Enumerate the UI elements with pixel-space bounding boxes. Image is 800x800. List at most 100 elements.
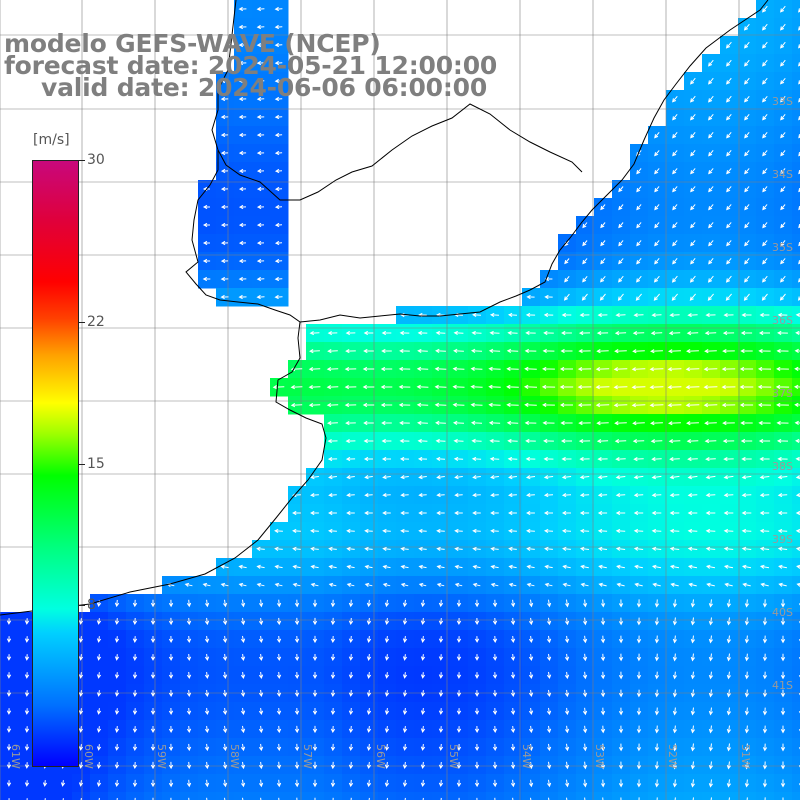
wind-arrow [633, 475, 644, 480]
wind-arrow [690, 257, 696, 265]
wind-arrow [238, 204, 247, 210]
wind-arrow [310, 475, 319, 480]
wind-arrow [6, 762, 12, 769]
wind-arrow [656, 797, 658, 800]
wind-arrow [241, 779, 246, 788]
wind-arrow [672, 186, 678, 193]
wind-arrow [762, 635, 768, 644]
wind-arrow [474, 690, 480, 697]
wind-arrow [452, 402, 465, 408]
wind-arrow [744, 240, 750, 247]
wind-arrow [420, 654, 426, 661]
wind-arrow [636, 707, 642, 716]
wind-arrow [739, 384, 754, 390]
wind-arrow [256, 294, 265, 300]
wind-arrow [294, 617, 300, 626]
wind-arrow [384, 779, 390, 787]
wind-arrow [744, 761, 750, 770]
wind-arrow [348, 690, 354, 697]
wind-arrow [240, 653, 246, 662]
colorbar-tick-label: 8 [87, 597, 96, 614]
wind-arrow [741, 528, 752, 534]
wind-arrow [618, 240, 624, 247]
wind-arrow [672, 779, 678, 788]
wind-arrow [454, 582, 463, 587]
wind-arrow [330, 689, 336, 698]
wind-arrow [762, 275, 768, 283]
wind-arrow [382, 474, 391, 480]
wind-arrow [114, 779, 120, 788]
wind-arrow [420, 672, 426, 679]
wind-arrow [579, 510, 590, 516]
wind-arrow [474, 779, 480, 788]
wind-arrow [703, 366, 718, 372]
wind-cell [522, 792, 541, 800]
wind-arrow [96, 690, 102, 697]
wind-arrow [132, 708, 138, 715]
wind-arrow [543, 528, 554, 534]
wind-arrow [328, 492, 337, 498]
wind-arrow [24, 618, 30, 625]
wind-arrow [595, 384, 610, 390]
wind-arrow [528, 707, 534, 716]
wind-arrow [258, 761, 264, 770]
wind-arrow [330, 653, 336, 662]
wind-arrow [384, 690, 390, 697]
wind-cell [792, 630, 800, 649]
wind-arrow [564, 258, 570, 265]
wind-arrow [132, 779, 138, 788]
wind-arrow [762, 617, 768, 626]
wind-arrow [220, 294, 229, 300]
wind-arrow [348, 599, 354, 608]
wind-arrow [777, 492, 788, 498]
wind-arrow [757, 402, 772, 408]
wind-arrow [132, 761, 138, 770]
wind-arrow [330, 671, 336, 680]
wind-arrow [256, 42, 265, 48]
wind-arrow [582, 240, 588, 247]
wind-arrow [238, 222, 247, 228]
wind-arrow [582, 653, 588, 662]
wind-arrow [780, 689, 786, 698]
colorbar-unit: [m/s] [33, 132, 70, 148]
wind-arrow [744, 150, 750, 157]
wind-arrow [508, 528, 517, 534]
wind-arrow [399, 438, 410, 444]
wind-arrow [636, 653, 642, 662]
wind-arrow [276, 617, 282, 626]
wind-arrow [636, 257, 642, 265]
wind-arrow [382, 492, 391, 498]
wind-arrow [362, 366, 375, 372]
wind-arrow [186, 743, 192, 752]
wind-arrow [564, 671, 570, 680]
wind-arrow [795, 456, 800, 462]
wind-cell [792, 90, 800, 109]
wind-arrow [726, 168, 732, 175]
wind-arrow [492, 725, 498, 734]
wind-arrow [780, 599, 786, 608]
wind-arrow [506, 402, 519, 408]
wind-arrow [348, 707, 354, 716]
wind-arrow [223, 779, 228, 788]
wind-arrow [452, 366, 465, 372]
wind-arrow [310, 582, 319, 587]
wind-cell [594, 792, 613, 800]
wind-arrow [726, 257, 732, 265]
wind-arrow [363, 438, 374, 444]
wind-arrow [510, 635, 516, 644]
wind-arrow [757, 384, 772, 390]
wind-cell [792, 234, 800, 253]
wind-arrow [777, 312, 788, 318]
wind-arrow [759, 492, 770, 498]
wind-arrow [220, 132, 229, 138]
wind-arrow [150, 779, 156, 788]
wind-arrow [78, 762, 84, 769]
wind-arrow [726, 671, 731, 680]
wind-arrow [650, 438, 663, 444]
wind-arrow [346, 564, 355, 569]
wind-arrow [418, 474, 427, 480]
wind-arrow [186, 617, 192, 626]
wind-arrow [547, 599, 552, 608]
wind-arrow [705, 564, 716, 569]
